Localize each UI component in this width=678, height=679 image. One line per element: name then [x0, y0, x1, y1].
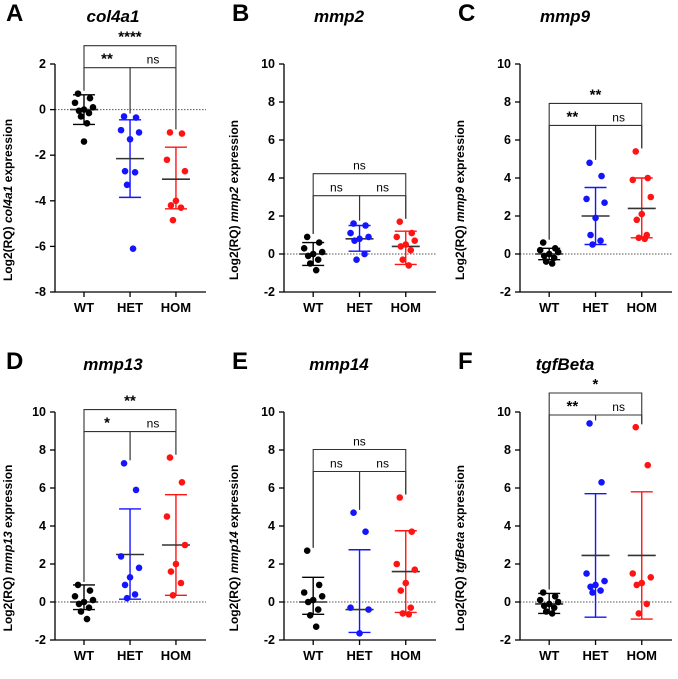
svg-text:ns: ns [353, 159, 366, 173]
svg-text:****: **** [118, 29, 142, 46]
svg-text:10: 10 [261, 405, 275, 419]
svg-text:HOM: HOM [627, 648, 657, 663]
svg-text:8: 8 [268, 443, 275, 457]
svg-text:**: ** [101, 51, 113, 68]
svg-text:ns: ns [376, 181, 389, 195]
svg-text:HOM: HOM [161, 648, 191, 663]
svg-text:-8: -8 [35, 285, 46, 299]
svg-text:-2: -2 [264, 633, 275, 647]
svg-text:4: 4 [504, 171, 511, 185]
svg-text:2: 2 [39, 57, 46, 71]
svg-text:WT: WT [303, 300, 323, 315]
svg-text:-2: -2 [264, 285, 275, 299]
svg-text:-2: -2 [35, 148, 46, 162]
svg-text:0: 0 [268, 247, 275, 261]
svg-text:6: 6 [39, 481, 46, 495]
svg-text:WT: WT [74, 300, 94, 315]
svg-text:ns: ns [330, 181, 343, 195]
svg-text:HOM: HOM [391, 648, 421, 663]
svg-text:6: 6 [268, 133, 275, 147]
svg-text:**: ** [567, 108, 579, 125]
svg-text:**: ** [567, 398, 579, 415]
svg-text:HET: HET [583, 648, 609, 663]
svg-text:0: 0 [268, 595, 275, 609]
svg-text:HET: HET [117, 648, 143, 663]
svg-text:ns: ns [376, 456, 389, 470]
svg-text:WT: WT [303, 648, 323, 663]
svg-text:8: 8 [39, 443, 46, 457]
svg-text:HOM: HOM [627, 300, 657, 315]
svg-text:HET: HET [583, 300, 609, 315]
svg-text:WT: WT [539, 648, 559, 663]
svg-text:4: 4 [504, 519, 511, 533]
svg-text:-6: -6 [35, 239, 46, 253]
svg-text:HOM: HOM [391, 300, 421, 315]
svg-text:2: 2 [268, 209, 275, 223]
svg-text:-4: -4 [35, 194, 46, 208]
svg-text:10: 10 [497, 405, 511, 419]
svg-text:8: 8 [504, 443, 511, 457]
svg-text:0: 0 [39, 103, 46, 117]
svg-text:-2: -2 [500, 285, 511, 299]
svg-text:ns: ns [612, 110, 625, 124]
svg-text:WT: WT [74, 648, 94, 663]
svg-text:2: 2 [39, 557, 46, 571]
svg-text:HET: HET [347, 300, 373, 315]
svg-text:2: 2 [504, 557, 511, 571]
svg-text:0: 0 [504, 247, 511, 261]
svg-text:**: ** [590, 86, 602, 103]
svg-text:6: 6 [504, 481, 511, 495]
svg-text:10: 10 [497, 57, 511, 71]
svg-text:*: * [593, 376, 599, 393]
svg-text:8: 8 [504, 95, 511, 109]
svg-text:4: 4 [268, 519, 275, 533]
svg-text:-2: -2 [500, 633, 511, 647]
svg-text:HET: HET [117, 300, 143, 315]
svg-text:ns: ns [612, 400, 625, 414]
svg-text:-2: -2 [35, 633, 46, 647]
svg-text:*: * [104, 414, 110, 431]
svg-text:8: 8 [268, 95, 275, 109]
svg-text:2: 2 [268, 557, 275, 571]
svg-text:0: 0 [504, 595, 511, 609]
svg-text:HOM: HOM [161, 300, 191, 315]
svg-text:0: 0 [39, 595, 46, 609]
svg-text:ns: ns [330, 456, 343, 470]
svg-text:4: 4 [39, 519, 46, 533]
svg-text:10: 10 [32, 405, 46, 419]
svg-text:2: 2 [504, 209, 511, 223]
svg-text:ns: ns [353, 434, 366, 448]
svg-text:4: 4 [268, 171, 275, 185]
svg-text:6: 6 [504, 133, 511, 147]
svg-text:ns: ns [147, 53, 160, 67]
svg-text:6: 6 [268, 481, 275, 495]
svg-text:ns: ns [147, 416, 160, 430]
svg-text:WT: WT [539, 300, 559, 315]
svg-text:**: ** [124, 392, 136, 409]
svg-text:10: 10 [261, 57, 275, 71]
svg-text:HET: HET [347, 648, 373, 663]
